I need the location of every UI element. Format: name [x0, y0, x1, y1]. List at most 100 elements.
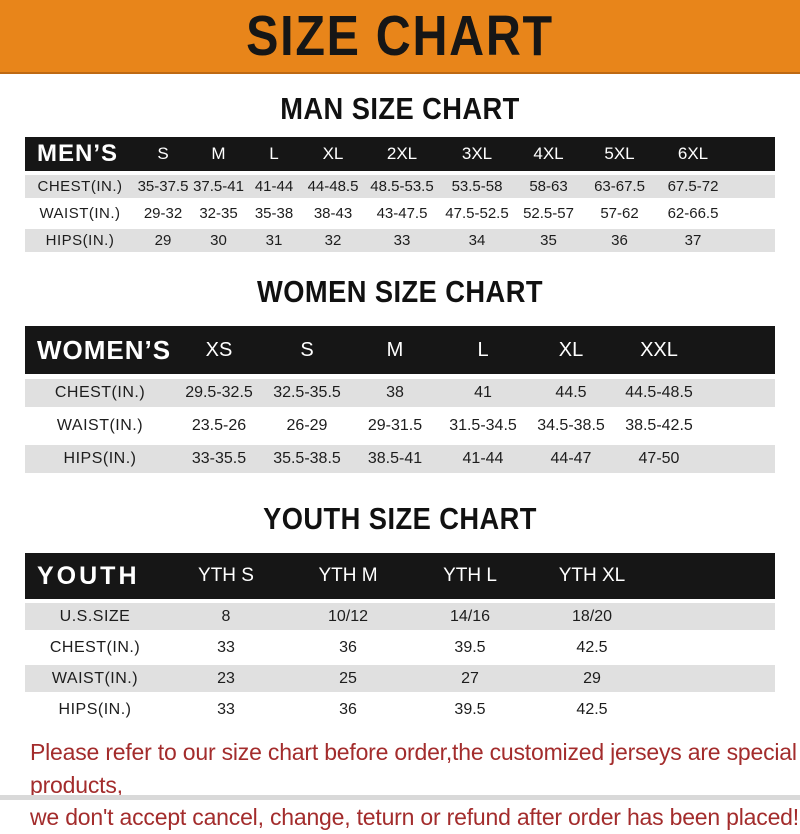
data-cell: 36 [611, 232, 628, 249]
data-cell: 62-66.5 [667, 205, 719, 222]
data-cell: 52.5-57 [523, 205, 574, 222]
column-header: 4XL [533, 144, 564, 163]
data-cell: 38 [386, 384, 404, 401]
data-cell: 29 [583, 669, 601, 687]
data-cell: 29-32 [143, 205, 183, 222]
data-cell: 53.5-58 [451, 178, 503, 195]
data-cell: 29.5-32.5 [185, 384, 253, 401]
table-header-row: YOUTH YTH S YTH M YTH L YTH XL [25, 553, 775, 599]
youth-section: YOUTH SIZE CHART YOUTH YTH S YTH M YTH L YTH… [0, 501, 800, 723]
data-cell: 42.5 [576, 638, 608, 656]
data-cell: 37.5-41 [193, 178, 244, 195]
data-cell: 26-29 [286, 417, 328, 434]
table-row: WAIST(IN.) 23 25 27 29 [25, 665, 775, 692]
data-cell: 33 [217, 638, 235, 656]
data-cell: 47.5-52.5 [445, 205, 509, 222]
data-cell: 42.5 [576, 700, 608, 718]
women-size-table: WOMEN’S XS S M L XL XXL CHEST(IN.) 29.5-32.5 32.5… [25, 326, 775, 473]
row-label: CHEST(IN.) [49, 638, 141, 656]
column-header: XXL [640, 338, 678, 361]
data-cell: 57-62 [600, 205, 639, 222]
footer-line-1: Please refer to our size chart before or… [30, 739, 797, 798]
data-cell: 36 [339, 638, 357, 656]
data-cell: 18/20 [571, 607, 613, 625]
column-header: M [386, 338, 404, 361]
table-row: CHEST(IN.) 29.5-32.5 32.5-35.5 38 41 44.5 44.5… [25, 379, 775, 407]
data-cell: 14/16 [449, 607, 491, 625]
data-cell: 34 [468, 232, 486, 249]
footer-note: Please refer to our size chart before or… [30, 736, 800, 834]
data-cell: 48.5-53.5 [370, 178, 434, 195]
data-cell: 25 [339, 669, 357, 687]
data-cell: 43-47.5 [376, 205, 428, 222]
data-cell: 44-47 [550, 450, 592, 467]
column-header: YTH S [198, 565, 254, 586]
table-row: WAIST(IN.) 23.5-26 26-29 29-31.5 31.5-34.5 34… [25, 412, 775, 440]
data-cell: 33-35.5 [191, 450, 247, 467]
data-cell: 8 [221, 607, 231, 625]
column-header: 5XL [604, 144, 635, 163]
data-cell: 63-67.5 [594, 178, 645, 195]
data-cell: 10/12 [327, 607, 369, 625]
data-cell: 38.5-42.5 [625, 417, 693, 434]
data-cell: 30 [210, 232, 227, 249]
row-label: CHEST(IN.) [37, 178, 123, 195]
data-cell: 41-44 [462, 450, 504, 467]
data-cell: 37 [684, 232, 702, 249]
table-corner-label: WOMEN’S [37, 334, 172, 365]
data-cell: 34.5-38.5 [537, 417, 605, 434]
data-cell: 31.5-34.5 [449, 417, 517, 434]
row-label: WAIST(IN.) [51, 669, 139, 687]
data-cell: 32.5-35.5 [273, 384, 341, 401]
data-cell: 32-35 [199, 205, 238, 222]
row-label: HIPS(IN.) [45, 232, 115, 249]
table-row: CHEST(IN.) 35-37.5 37.5-41 41-44 44-48.5 48.5… [25, 175, 775, 198]
column-header: YTH L [443, 565, 497, 586]
women-section-heading: WOMEN SIZE CHART [257, 274, 543, 309]
men-size-table: MEN’S S M L XL 2XL 3XL 4XL 5XL 6XL CHEST(IN.) 35-37… [25, 137, 775, 252]
data-cell: 29 [154, 232, 172, 249]
data-cell: 31 [265, 232, 283, 249]
women-section: WOMEN SIZE CHART WOMEN’S XS S M L XL XXL CHEST(… [0, 274, 800, 473]
table-corner-label: YOUTH [37, 561, 140, 590]
data-cell: 32 [324, 232, 342, 249]
data-cell: 38.5-41 [367, 450, 423, 467]
column-header: L [269, 144, 279, 163]
bottom-edge-strip [0, 795, 800, 800]
youth-section-heading: YOUTH SIZE CHART [263, 501, 537, 536]
data-cell: 44.5-48.5 [625, 384, 693, 401]
table-row: U.S.SIZE 8 10/12 14/16 18/20 [25, 603, 775, 630]
men-section: MAN SIZE CHART MEN’S S M L XL 2XL 3XL 4XL 5XL 6XL… [0, 91, 800, 252]
data-cell: 39.5 [454, 700, 486, 718]
youth-size-table: YOUTH YTH S YTH M YTH L YTH XL U.S.SIZE 8 10/12… [25, 553, 775, 723]
row-label: U.S.SIZE [59, 607, 131, 625]
data-cell: 44.5 [555, 384, 587, 401]
row-label: WAIST(IN.) [39, 205, 121, 222]
row-label: HIPS(IN.) [58, 700, 132, 718]
column-header: XL [322, 144, 344, 163]
column-header: YTH M [318, 565, 378, 586]
data-cell: 23.5-26 [191, 417, 247, 434]
table-row: WAIST(IN.) 29-32 32-35 35-38 38-43 43-47.5 47.… [25, 202, 775, 225]
column-header: M [211, 144, 226, 163]
column-header: L [477, 338, 489, 361]
data-cell: 35-37.5 [137, 178, 189, 195]
page-title: SIZE CHART [246, 3, 554, 68]
column-header: S [157, 144, 169, 163]
row-label: CHEST(IN.) [54, 384, 146, 401]
column-header: 6XL [677, 144, 709, 163]
column-header: 2XL [386, 144, 418, 163]
data-cell: 38-43 [313, 205, 353, 222]
table-row: HIPS(IN.) 33 36 39.5 42.5 [25, 696, 775, 723]
data-cell: 41-44 [254, 178, 294, 195]
data-cell: 36 [339, 700, 357, 718]
data-cell: 23 [217, 669, 235, 687]
data-cell: 29-31.5 [367, 417, 423, 434]
size-chart-banner: SIZE CHART [0, 0, 800, 74]
men-section-heading: MAN SIZE CHART [280, 91, 520, 126]
data-cell: 35 [540, 232, 557, 249]
table-row: HIPS(IN.) 33-35.5 35.5-38.5 38.5-41 41-44 44-… [25, 445, 775, 473]
column-header: YTH XL [558, 565, 626, 586]
table-header-row: MEN’S S M L XL 2XL 3XL 4XL 5XL 6XL [25, 137, 775, 171]
data-cell: 35-38 [254, 205, 294, 222]
